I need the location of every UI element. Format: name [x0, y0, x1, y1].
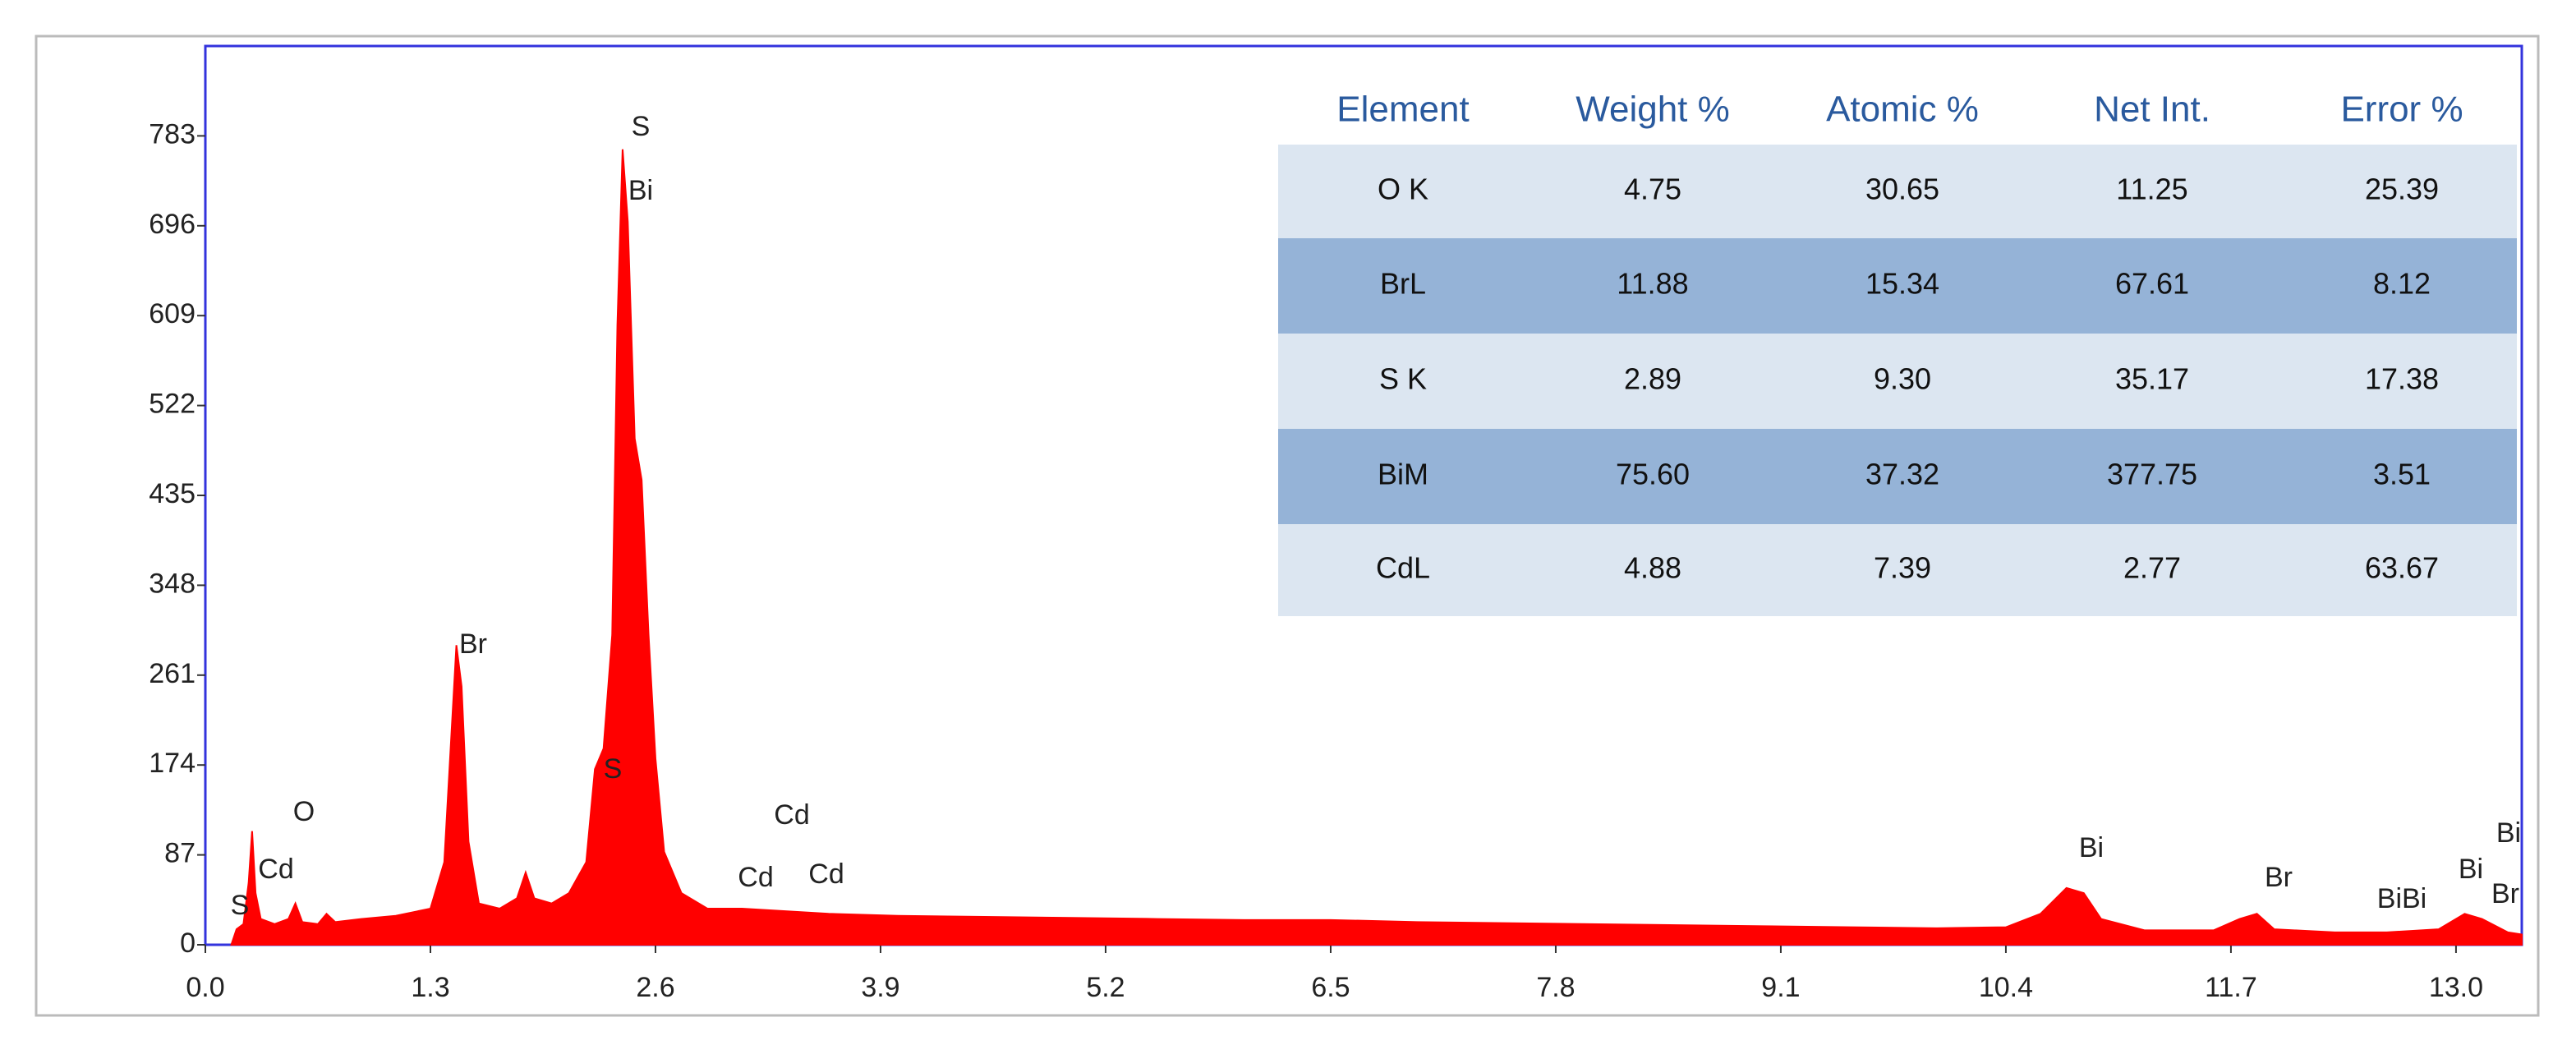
table-row	[1278, 238, 2517, 334]
table-cell: 2.89	[1624, 362, 1681, 396]
table-cell: 75.60	[1616, 458, 1690, 491]
peak-label: O	[293, 796, 315, 827]
table-row	[1278, 334, 2517, 429]
table-cell: 25.39	[2365, 173, 2439, 206]
table-cell: 15.34	[1865, 267, 1939, 301]
peak-label: Bi	[2496, 817, 2521, 849]
table-cell: 377.75	[2107, 458, 2197, 491]
y-tick-label: 348	[149, 568, 196, 599]
peak-label: Bi	[628, 175, 653, 206]
table-cell: 11.88	[1617, 267, 1688, 301]
x-tick-label: 3.9	[861, 972, 899, 1003]
table-row	[1278, 145, 2517, 238]
y-tick-label: 609	[149, 298, 196, 329]
x-tick-label: 10.4	[1979, 972, 2033, 1003]
table-header: Atomic %	[1826, 90, 1979, 130]
table-cell: O K	[1378, 173, 1428, 206]
y-tick-label: 0	[180, 928, 196, 959]
table-cell: 17.38	[2365, 362, 2439, 396]
table-cell: 9.30	[1874, 362, 1931, 396]
table-cell: 8.12	[2373, 267, 2431, 301]
table-cell: 2.77	[2123, 551, 2181, 585]
peak-label: S	[231, 890, 250, 921]
x-tick-label: 6.5	[1311, 972, 1350, 1003]
y-tick-label: 783	[149, 118, 196, 150]
table-cell: BrL	[1380, 267, 1426, 301]
y-tick-label: 261	[149, 658, 196, 689]
table-cell: 67.61	[2115, 267, 2189, 301]
table-cell: 3.51	[2373, 458, 2431, 491]
y-tick-label: 435	[149, 478, 196, 509]
peak-label: Bi	[2459, 854, 2483, 885]
y-tick-label: 522	[149, 389, 196, 420]
table-cell: 11.25	[2116, 173, 2187, 206]
peak-label: Bi	[2079, 832, 2104, 863]
x-tick-label: 5.2	[1086, 972, 1125, 1003]
data-table: Element Weight % Atomic % Net Int. Error % O …	[1278, 90, 2517, 616]
peak-label: Br	[2265, 862, 2293, 893]
table-cell: S K	[1379, 362, 1427, 396]
x-tick-label: 0.0	[186, 972, 224, 1003]
peak-label: BiBi	[2377, 883, 2426, 914]
peak-label: Br	[2491, 878, 2519, 909]
table-cell: 4.88	[1624, 551, 1681, 585]
table-cell: 35.17	[2115, 362, 2189, 396]
y-tick-label: 696	[149, 209, 196, 240]
x-tick-label: 7.8	[1536, 972, 1575, 1003]
x-tick-label: 1.3	[411, 972, 449, 1003]
peak-label: Cd	[738, 862, 773, 893]
peak-label: Cd	[258, 854, 293, 885]
table-cell: 63.67	[2365, 551, 2439, 585]
peak-label: Cd	[774, 799, 809, 831]
table-cell: 7.39	[1874, 551, 1931, 585]
table-cell: 37.32	[1865, 458, 1939, 491]
table-row	[1278, 524, 2517, 616]
x-tick-label: 11.7	[2205, 972, 2257, 1003]
y-tick-label: 174	[149, 748, 196, 779]
table-cell: 4.75	[1624, 173, 1681, 206]
y-tick-label: 87	[164, 838, 196, 869]
spectrum	[230, 149, 2523, 946]
x-tick-label: 9.1	[1761, 972, 1800, 1003]
peak-label: S	[604, 753, 623, 785]
x-tick-label: 13.0	[2429, 972, 2483, 1003]
table-header: Element	[1336, 90, 1469, 130]
peak-label: Br	[459, 628, 487, 660]
table-row	[1278, 429, 2517, 524]
table-cell: CdL	[1376, 551, 1430, 585]
table-header: Weight %	[1576, 90, 1730, 130]
table-header: Net Int.	[2094, 90, 2210, 130]
x-tick-label: 2.6	[636, 972, 674, 1003]
table-cell: 30.65	[1865, 173, 1939, 206]
peak-label: S	[632, 111, 651, 142]
table-header: Error %	[2340, 90, 2463, 130]
table-cell: BiM	[1378, 458, 1428, 491]
peak-label: Cd	[808, 859, 844, 890]
